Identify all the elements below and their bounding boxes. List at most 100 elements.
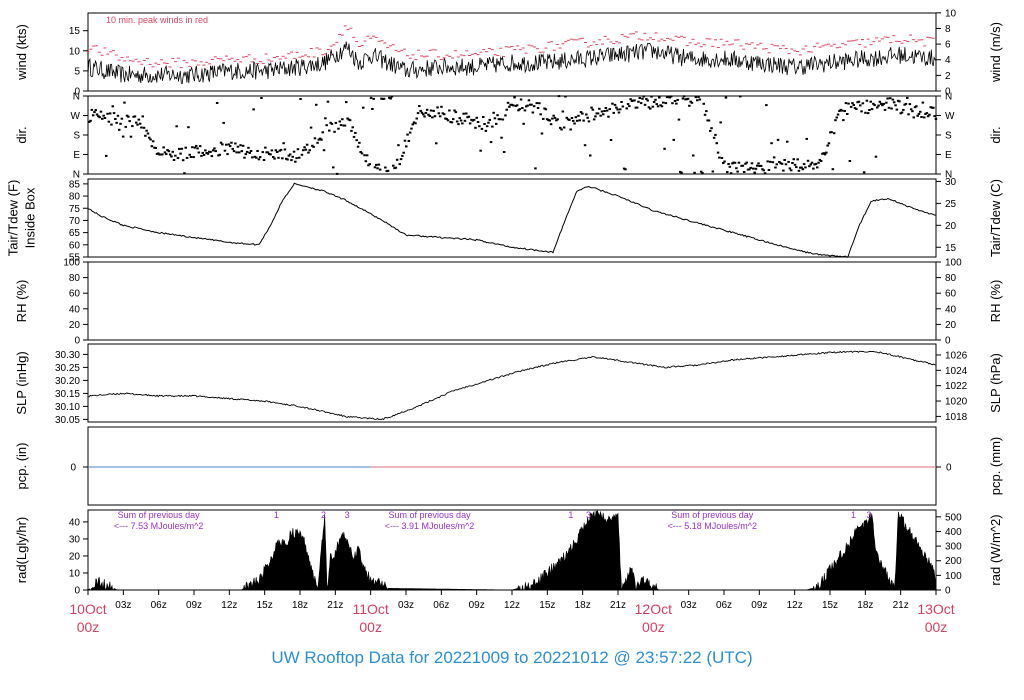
direction-point (88, 120, 91, 123)
direction-ylabel-left: dir. (14, 126, 29, 143)
direction-point (586, 116, 589, 119)
direction-point (617, 111, 621, 114)
direction-point (655, 103, 658, 106)
direction-point (857, 100, 861, 103)
direction-point (239, 144, 242, 147)
direction-point (232, 150, 236, 153)
radiation-left-tick-label: 40 (69, 517, 81, 528)
direction-point (218, 153, 221, 156)
direction-point (548, 119, 551, 122)
direction-point (424, 111, 428, 114)
direction-point (723, 160, 726, 163)
precip-ylabel-right: pcp. (mm) (988, 437, 1003, 496)
rh-right-tick-label: 60 (945, 289, 957, 300)
direction-point (716, 151, 720, 154)
direction-point (358, 141, 361, 144)
direction-point (463, 119, 467, 122)
x-axis-hour-label: 09z (186, 600, 202, 611)
wind-right-tick-label: 0 (945, 87, 951, 98)
direction-point (165, 153, 168, 156)
x-axis-date-hour-label: 00z (77, 619, 100, 635)
direction-point (312, 145, 315, 148)
direction-point (343, 124, 347, 127)
wind-left-tick-label: 10 (69, 46, 81, 57)
direction-point (557, 95, 561, 98)
direction-point (822, 152, 825, 155)
direction-point (184, 146, 187, 149)
direction-point (842, 119, 845, 122)
direction-point (425, 108, 429, 111)
direction-point (856, 101, 859, 104)
direction-point (476, 121, 480, 123)
direction-point (779, 162, 782, 165)
direction-point (894, 104, 897, 107)
x-axis-hour-label: 21z (610, 600, 626, 611)
direction-point (758, 165, 762, 167)
direction-point (881, 104, 884, 107)
direction-point (844, 102, 848, 105)
direction-point (652, 101, 656, 103)
direction-point (830, 131, 833, 134)
direction-point (728, 165, 732, 168)
direction-point (369, 96, 373, 99)
direction-point (253, 155, 257, 158)
direction-point (816, 166, 819, 169)
direction-point (261, 151, 264, 154)
direction-point (900, 111, 904, 114)
radiation-annotation: Sum of previous day (389, 510, 472, 520)
direction-point (787, 160, 790, 163)
direction-point (493, 117, 497, 120)
direction-point (535, 102, 538, 105)
rh-ylabel-right: RH (%) (988, 280, 1003, 323)
direction-point (127, 115, 130, 118)
direction-point (305, 143, 309, 146)
direction-point (930, 106, 934, 109)
direction-point (920, 116, 923, 118)
direction-point (124, 125, 127, 128)
direction-point (545, 118, 549, 121)
direction-point (294, 160, 297, 163)
direction-point (621, 105, 625, 108)
direction-point (121, 135, 125, 138)
rh-right-tick-label: 100 (945, 258, 962, 269)
direction-point (899, 112, 902, 115)
direction-point (157, 152, 160, 155)
direction-point (162, 146, 165, 149)
direction-point (720, 157, 724, 159)
direction-point (288, 153, 292, 156)
direction-point (892, 101, 896, 104)
direction-point (475, 116, 478, 119)
direction-point (604, 107, 608, 109)
rh-right-tick-label: 0 (945, 336, 951, 347)
direction-point (225, 143, 228, 146)
direction-point (861, 102, 865, 105)
direction-point (394, 166, 398, 169)
direction-point (155, 152, 159, 155)
direction-point (111, 105, 114, 108)
direction-point (118, 128, 121, 131)
direction-point (530, 103, 533, 106)
direction-point (795, 166, 798, 169)
direction-point (855, 108, 858, 110)
direction-point (660, 105, 664, 108)
direction-point (450, 121, 454, 124)
direction-point (171, 150, 174, 153)
direction-point (637, 100, 640, 103)
direction-point (630, 100, 634, 102)
direction-point (582, 119, 585, 122)
direction-point (108, 112, 112, 115)
direction-point (465, 112, 468, 115)
direction-point (219, 141, 223, 144)
direction-point (654, 98, 657, 101)
direction-point (235, 151, 238, 154)
direction-point (205, 152, 208, 154)
direction-right-tick-label: E (945, 150, 952, 161)
direction-point (525, 105, 528, 108)
direction-point (889, 97, 892, 100)
direction-point (923, 116, 926, 119)
direction-point (91, 114, 95, 117)
wind-ylabel-left: wind (kts) (14, 24, 29, 81)
direction-point (885, 101, 888, 104)
radiation-marker: 3 (586, 510, 591, 520)
rh-right-tick-label: 20 (945, 320, 957, 331)
